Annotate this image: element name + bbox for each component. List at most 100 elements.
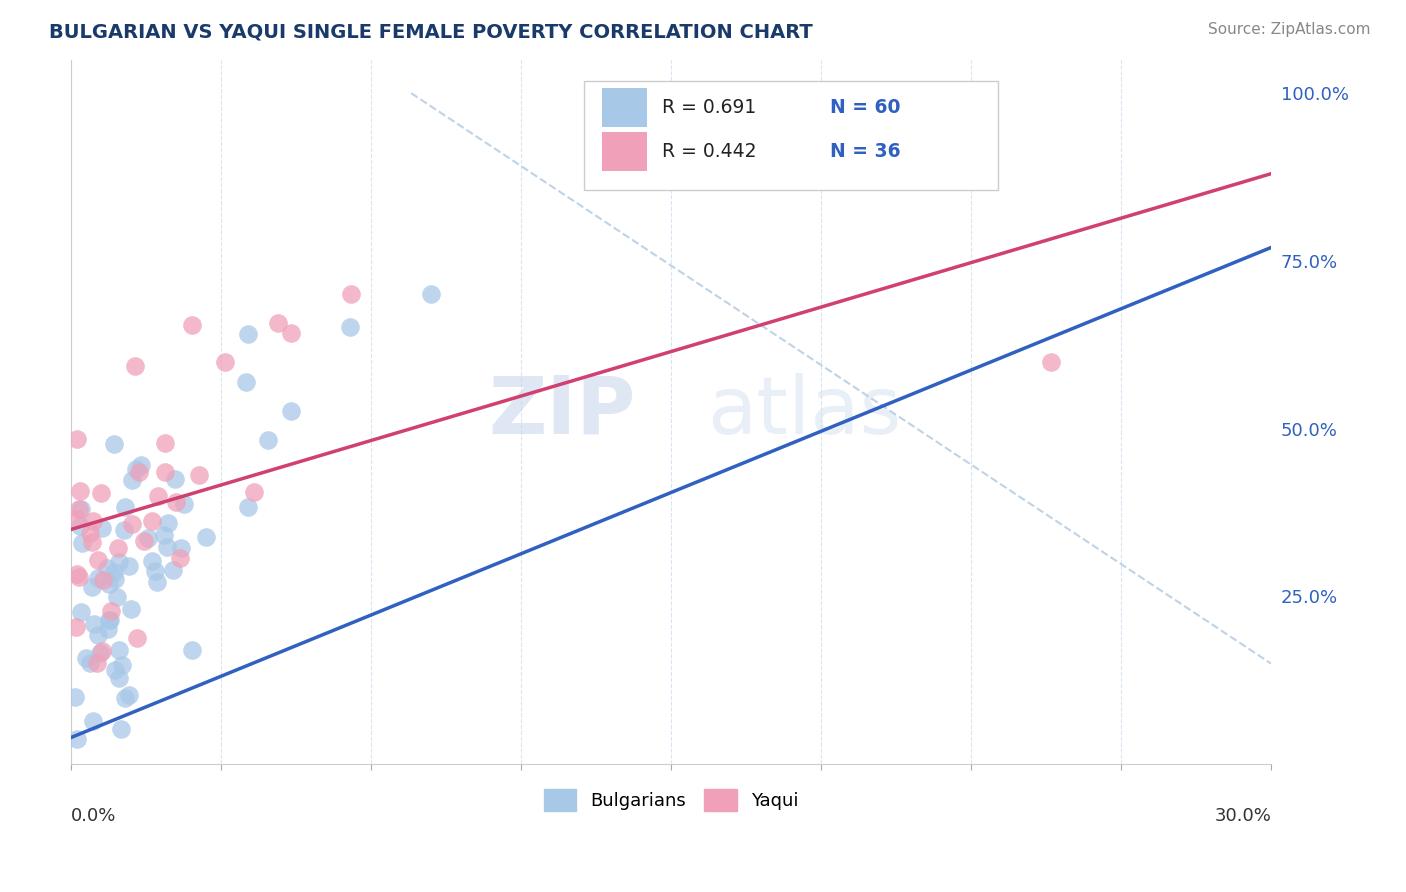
Point	[165, 495, 187, 509]
Text: N = 60: N = 60	[830, 98, 900, 117]
Point	[111, 658, 134, 673]
Point	[91, 520, 114, 534]
Point	[66, 731, 89, 746]
Point	[162, 563, 184, 577]
Point	[87, 627, 110, 641]
Point	[80, 580, 103, 594]
Point	[181, 643, 204, 657]
Point	[70, 502, 93, 516]
Point	[107, 555, 129, 569]
Point	[165, 472, 187, 486]
Point	[97, 622, 120, 636]
Point	[97, 613, 120, 627]
Point	[156, 516, 179, 531]
Point	[80, 534, 103, 549]
Text: BULGARIAN VS YAQUI SINGLE FEMALE POVERTY CORRELATION CHART: BULGARIAN VS YAQUI SINGLE FEMALE POVERTY…	[49, 22, 813, 41]
Text: R = 0.691: R = 0.691	[662, 98, 756, 117]
Text: 0.0%: 0.0%	[72, 806, 117, 824]
Point	[121, 473, 143, 487]
Point	[340, 287, 363, 301]
Point	[124, 359, 146, 373]
Point	[98, 613, 121, 627]
Point	[143, 565, 166, 579]
Legend: Bulgarians, Yaqui: Bulgarians, Yaqui	[536, 782, 806, 819]
Point	[1040, 354, 1063, 368]
FancyBboxPatch shape	[602, 88, 647, 127]
Point	[238, 500, 260, 515]
Point	[125, 631, 148, 645]
Point	[83, 617, 105, 632]
Point	[132, 533, 155, 548]
Point	[66, 432, 89, 446]
Point	[86, 656, 108, 670]
Point	[136, 531, 159, 545]
Point	[104, 572, 127, 586]
Text: N = 36: N = 36	[830, 142, 900, 161]
Point	[141, 554, 163, 568]
Point	[236, 326, 259, 341]
Point	[214, 355, 236, 369]
Point	[65, 512, 87, 526]
Point	[69, 518, 91, 533]
Point	[82, 714, 104, 728]
Point	[69, 605, 91, 619]
Point	[131, 458, 153, 472]
Point	[280, 326, 302, 341]
Point	[195, 530, 218, 544]
Text: atlas: atlas	[707, 373, 901, 451]
Point	[740, 120, 762, 134]
Point	[97, 577, 120, 591]
Point	[120, 602, 142, 616]
Point	[128, 466, 150, 480]
Point	[87, 571, 110, 585]
Point	[117, 688, 139, 702]
Point	[125, 462, 148, 476]
Point	[90, 644, 112, 658]
Point	[75, 651, 97, 665]
Point	[89, 646, 111, 660]
Point	[104, 663, 127, 677]
Point	[235, 376, 257, 390]
Point	[67, 569, 90, 583]
Point	[146, 489, 169, 503]
Point	[66, 567, 89, 582]
Point	[146, 574, 169, 589]
Point	[107, 541, 129, 555]
Point	[100, 604, 122, 618]
Point	[79, 656, 101, 670]
Point	[156, 540, 179, 554]
Point	[117, 558, 139, 573]
Point	[96, 560, 118, 574]
Point	[103, 436, 125, 450]
Point	[87, 553, 110, 567]
Point	[108, 643, 131, 657]
Text: R = 0.442: R = 0.442	[662, 142, 756, 161]
Point	[266, 317, 288, 331]
Text: Source: ZipAtlas.com: Source: ZipAtlas.com	[1208, 22, 1371, 37]
Text: ZIP: ZIP	[488, 373, 636, 451]
Point	[112, 524, 135, 538]
Point	[67, 502, 90, 516]
Point	[169, 551, 191, 566]
Point	[110, 722, 132, 736]
Point	[181, 318, 204, 332]
Point	[82, 515, 104, 529]
Point	[257, 434, 280, 448]
Point	[103, 566, 125, 580]
Point	[153, 466, 176, 480]
Point	[173, 497, 195, 511]
Text: 30.0%: 30.0%	[1215, 806, 1271, 824]
Point	[69, 484, 91, 499]
Point	[65, 690, 87, 704]
Point	[79, 525, 101, 540]
Point	[114, 691, 136, 706]
Point	[420, 287, 443, 301]
Point	[141, 514, 163, 528]
Point	[121, 517, 143, 532]
Point	[70, 536, 93, 550]
Point	[280, 403, 302, 417]
Point	[155, 436, 177, 450]
Point	[90, 486, 112, 500]
Point	[91, 574, 114, 588]
Point	[65, 619, 87, 633]
